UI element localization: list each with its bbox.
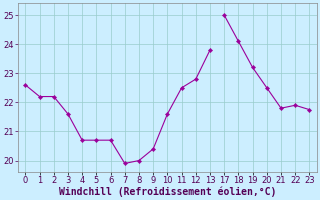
X-axis label: Windchill (Refroidissement éolien,°C): Windchill (Refroidissement éolien,°C) <box>59 186 276 197</box>
